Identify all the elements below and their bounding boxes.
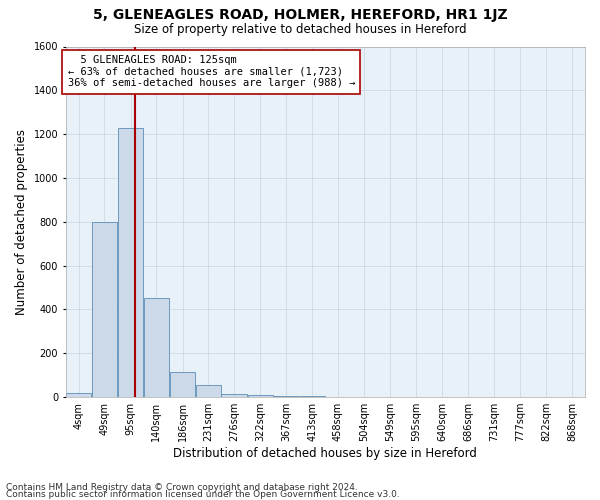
Text: Contains HM Land Registry data © Crown copyright and database right 2024.: Contains HM Land Registry data © Crown c… [6, 484, 358, 492]
Text: 5 GLENEAGLES ROAD: 125sqm  
← 63% of detached houses are smaller (1,723)
36% of : 5 GLENEAGLES ROAD: 125sqm ← 63% of detac… [68, 56, 355, 88]
Y-axis label: Number of detached properties: Number of detached properties [15, 129, 28, 315]
Bar [221, 394, 247, 397]
Bar [66, 392, 91, 397]
Bar [196, 385, 221, 397]
Bar [248, 395, 273, 397]
Bar [92, 222, 117, 397]
Bar [118, 128, 143, 397]
Bar [274, 396, 299, 397]
Text: 5, GLENEAGLES ROAD, HOLMER, HEREFORD, HR1 1JZ: 5, GLENEAGLES ROAD, HOLMER, HEREFORD, HR… [92, 8, 508, 22]
Bar [300, 396, 325, 397]
Bar [144, 298, 169, 397]
Text: Size of property relative to detached houses in Hereford: Size of property relative to detached ho… [134, 22, 466, 36]
Text: Contains public sector information licensed under the Open Government Licence v3: Contains public sector information licen… [6, 490, 400, 499]
X-axis label: Distribution of detached houses by size in Hereford: Distribution of detached houses by size … [173, 447, 478, 460]
Bar [170, 372, 195, 397]
